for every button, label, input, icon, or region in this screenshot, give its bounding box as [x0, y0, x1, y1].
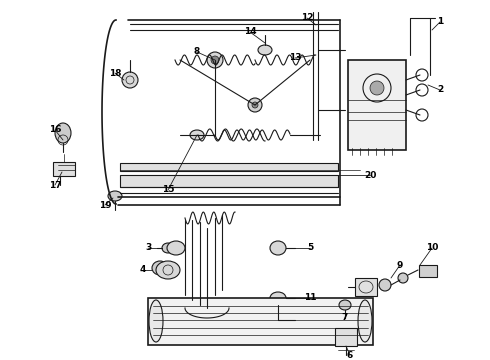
- Text: 8: 8: [194, 48, 200, 57]
- Ellipse shape: [248, 98, 262, 112]
- Bar: [120, 175, 338, 187]
- Ellipse shape: [167, 241, 185, 255]
- Ellipse shape: [108, 191, 122, 201]
- Ellipse shape: [398, 273, 408, 283]
- Bar: [348, 60, 406, 150]
- Text: 12: 12: [301, 13, 313, 22]
- Text: 19: 19: [98, 201, 111, 210]
- Ellipse shape: [190, 130, 204, 140]
- Text: 14: 14: [244, 27, 256, 36]
- Bar: [355, 278, 377, 296]
- Ellipse shape: [339, 300, 351, 310]
- Text: 3: 3: [145, 243, 151, 252]
- Ellipse shape: [252, 102, 258, 108]
- Text: 17: 17: [49, 180, 61, 189]
- Text: 11: 11: [304, 293, 316, 302]
- Ellipse shape: [55, 123, 71, 143]
- Text: 18: 18: [109, 68, 121, 77]
- Text: 5: 5: [307, 243, 313, 252]
- Ellipse shape: [270, 241, 286, 255]
- Ellipse shape: [149, 300, 163, 342]
- Text: 4: 4: [140, 266, 146, 274]
- Bar: [148, 298, 373, 345]
- Bar: [335, 328, 357, 346]
- Ellipse shape: [270, 292, 286, 304]
- Ellipse shape: [156, 261, 180, 279]
- Text: 9: 9: [397, 261, 403, 270]
- Text: 16: 16: [49, 126, 61, 135]
- Ellipse shape: [152, 261, 168, 275]
- Ellipse shape: [379, 279, 391, 291]
- Ellipse shape: [358, 300, 372, 342]
- Bar: [120, 163, 338, 171]
- Text: 2: 2: [437, 85, 443, 94]
- Ellipse shape: [211, 56, 219, 64]
- Text: 1: 1: [437, 18, 443, 27]
- Ellipse shape: [162, 243, 174, 253]
- Ellipse shape: [258, 45, 272, 55]
- Text: 6: 6: [347, 351, 353, 360]
- Text: 7: 7: [342, 314, 348, 323]
- Text: 15: 15: [162, 185, 174, 194]
- Ellipse shape: [207, 52, 223, 68]
- Bar: [419, 265, 437, 277]
- Ellipse shape: [370, 81, 384, 95]
- Bar: [53, 162, 75, 176]
- Text: 10: 10: [426, 243, 438, 252]
- Text: 13: 13: [289, 54, 301, 63]
- Text: 20: 20: [364, 171, 376, 180]
- Ellipse shape: [122, 72, 138, 88]
